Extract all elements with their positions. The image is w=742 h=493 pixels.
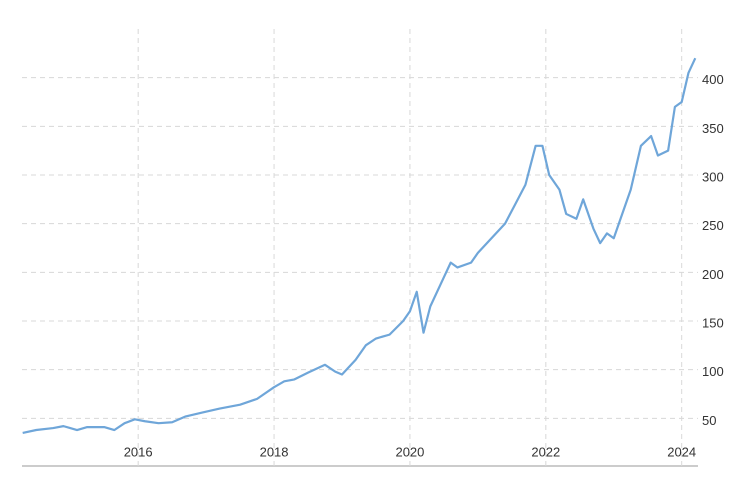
price-line bbox=[22, 57, 697, 435]
y-tick-label: 100 bbox=[702, 364, 724, 379]
y-tick-label: 250 bbox=[702, 218, 724, 233]
x-tick-label: 2024 bbox=[667, 444, 696, 459]
y-tick-label: 150 bbox=[702, 315, 724, 330]
x-tick-label: 2022 bbox=[531, 444, 560, 459]
y-tick-label: 50 bbox=[702, 413, 716, 428]
x-tick-label: 2020 bbox=[395, 444, 424, 459]
x-tick-label: 2018 bbox=[260, 444, 289, 459]
y-tick-label: 300 bbox=[702, 169, 724, 184]
y-tick-label: 350 bbox=[702, 121, 724, 136]
y-tick-label: 400 bbox=[702, 72, 724, 87]
y-tick-label: 200 bbox=[702, 267, 724, 282]
x-tick-label: 2016 bbox=[124, 444, 153, 459]
